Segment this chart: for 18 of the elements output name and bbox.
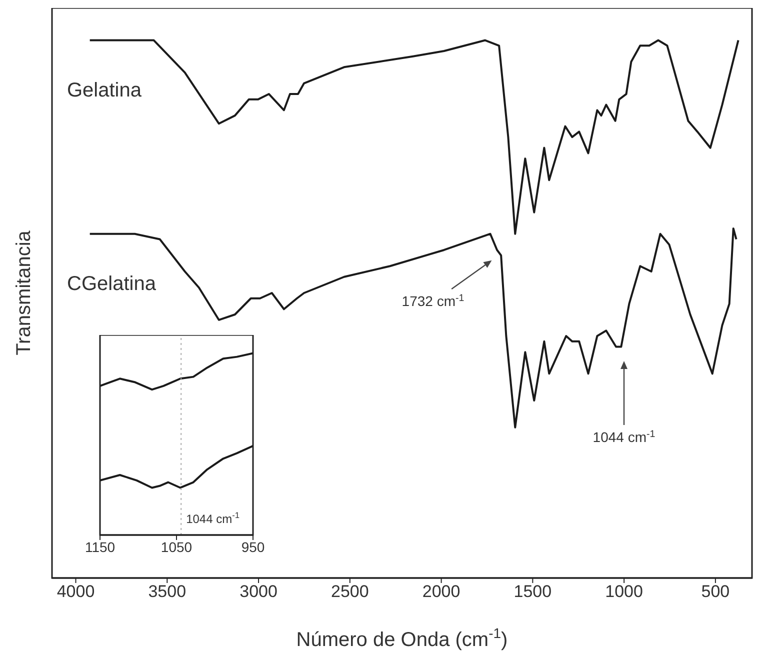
x-tick-label: 2000 — [422, 582, 460, 602]
x-tick-label: 950 — [241, 538, 265, 555]
series-label: Gelatina — [67, 79, 142, 102]
y-axis-title: Transmitancia — [13, 230, 35, 356]
ref-line-label: 1044 cm$^{-1}$ — [186, 510, 240, 526]
x-tick-label: 1050 — [160, 538, 192, 555]
x-tick-label: 3000 — [240, 582, 278, 602]
x-tick-label: 3500 — [148, 582, 186, 602]
annotation: 1044 cm$^{-1}$ — [592, 428, 656, 445]
x-tick-label: 500 — [701, 582, 730, 602]
x-tick-label: 1150 — [84, 538, 116, 555]
x-tick-label: 1500 — [514, 582, 552, 602]
x-axis-title: Número de Onda (cm$^{-1}$) — [296, 625, 508, 651]
series-label: CGelatina — [67, 272, 157, 295]
x-tick-label: 2500 — [330, 582, 369, 602]
x-tick-label: 4000 — [56, 582, 95, 602]
x-tick-label: 1000 — [605, 582, 643, 602]
annotation: 1732 cm$^{-1}$ — [402, 292, 464, 309]
